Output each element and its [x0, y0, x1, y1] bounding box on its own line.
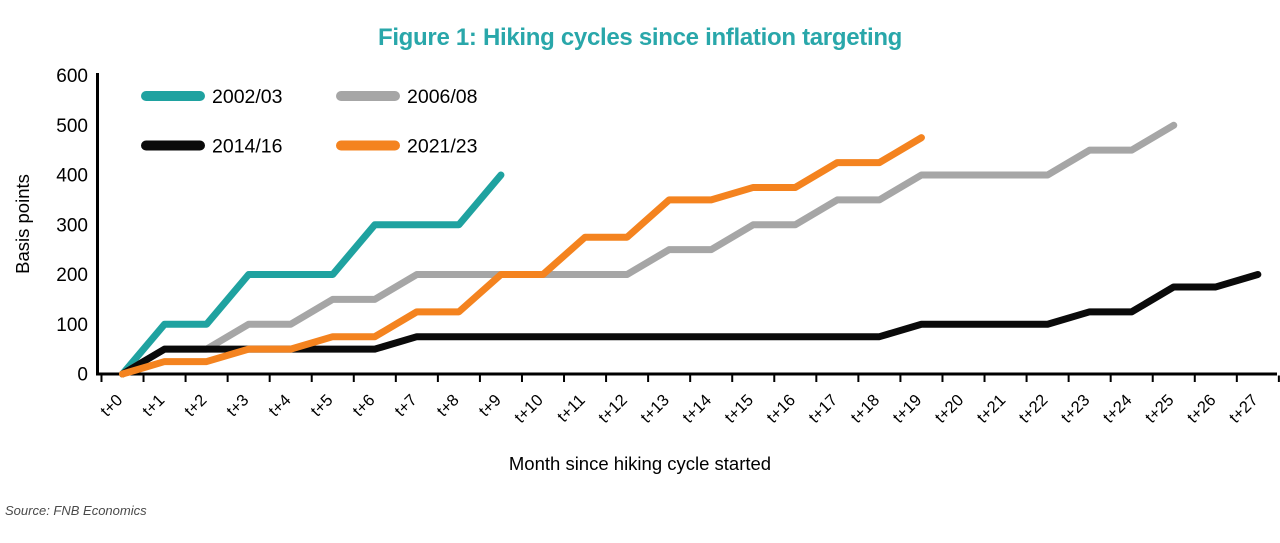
- x-tick-label: t+10: [511, 391, 547, 427]
- x-tick-label: t+15: [721, 391, 757, 427]
- legend-label-2014-16: 2014/16: [212, 136, 283, 158]
- x-tick-label: t+0: [97, 391, 126, 420]
- x-axis-title: Month since hiking cycle started: [509, 453, 771, 474]
- x-tick-label: t+8: [433, 391, 462, 420]
- x-tick-label: t+21: [974, 391, 1010, 427]
- x-tick-label: t+7: [391, 391, 420, 420]
- x-tick-label: t+14: [679, 391, 715, 427]
- y-tick-label: 200: [56, 265, 88, 286]
- y-tick-label: 600: [56, 66, 88, 87]
- y-tick-label: 0: [77, 365, 88, 386]
- x-tick-label: t+12: [595, 391, 631, 427]
- x-tick-label: t+25: [1142, 391, 1178, 427]
- x-tick-label: t+24: [1100, 391, 1136, 427]
- x-tick-label: t+22: [1016, 391, 1052, 427]
- x-tick-label: t+26: [1184, 391, 1220, 427]
- x-tick-label: t+19: [890, 391, 926, 427]
- y-tick-label: 400: [56, 166, 88, 187]
- series-line-2014-16: [119, 271, 1262, 378]
- x-tick-label: t+2: [181, 391, 210, 420]
- legend-label-2021-23: 2021/23: [407, 136, 478, 158]
- y-tick-label: 300: [56, 215, 88, 236]
- x-tick-label: t+16: [763, 391, 799, 427]
- source-note: Source: FNB Economics: [5, 503, 147, 518]
- x-tick-label: t+3: [223, 391, 252, 420]
- y-tick-label: 100: [56, 315, 88, 336]
- x-tick-label: t+6: [349, 391, 378, 420]
- series-line-2021-23: [119, 134, 925, 378]
- chart-title: Figure 1: Hiking cycles since inflation …: [377, 24, 903, 51]
- legend-label-2006-08: 2006/08: [407, 86, 478, 108]
- series-line-2006-08: [119, 121, 1178, 378]
- legend-label-2002-03: 2002/03: [212, 86, 283, 108]
- x-tick-label: t+27: [1226, 391, 1262, 427]
- x-tick-label: t+11: [554, 391, 589, 426]
- x-tick-label: t+17: [805, 391, 841, 427]
- x-tick-label: t+13: [637, 391, 673, 427]
- x-tick-label: t+1: [139, 391, 168, 420]
- x-tick-label: t+20: [932, 391, 968, 427]
- x-tick-label: t+18: [847, 391, 883, 427]
- x-tick-label: t+23: [1058, 391, 1094, 427]
- series-line-2002-03: [119, 171, 505, 378]
- y-axis-title: Basis points: [12, 174, 33, 274]
- x-tick-label: t+4: [265, 391, 294, 420]
- y-tick-label: 500: [56, 116, 88, 137]
- x-tick-label: t+9: [475, 391, 504, 420]
- x-tick-label: t+5: [307, 391, 336, 420]
